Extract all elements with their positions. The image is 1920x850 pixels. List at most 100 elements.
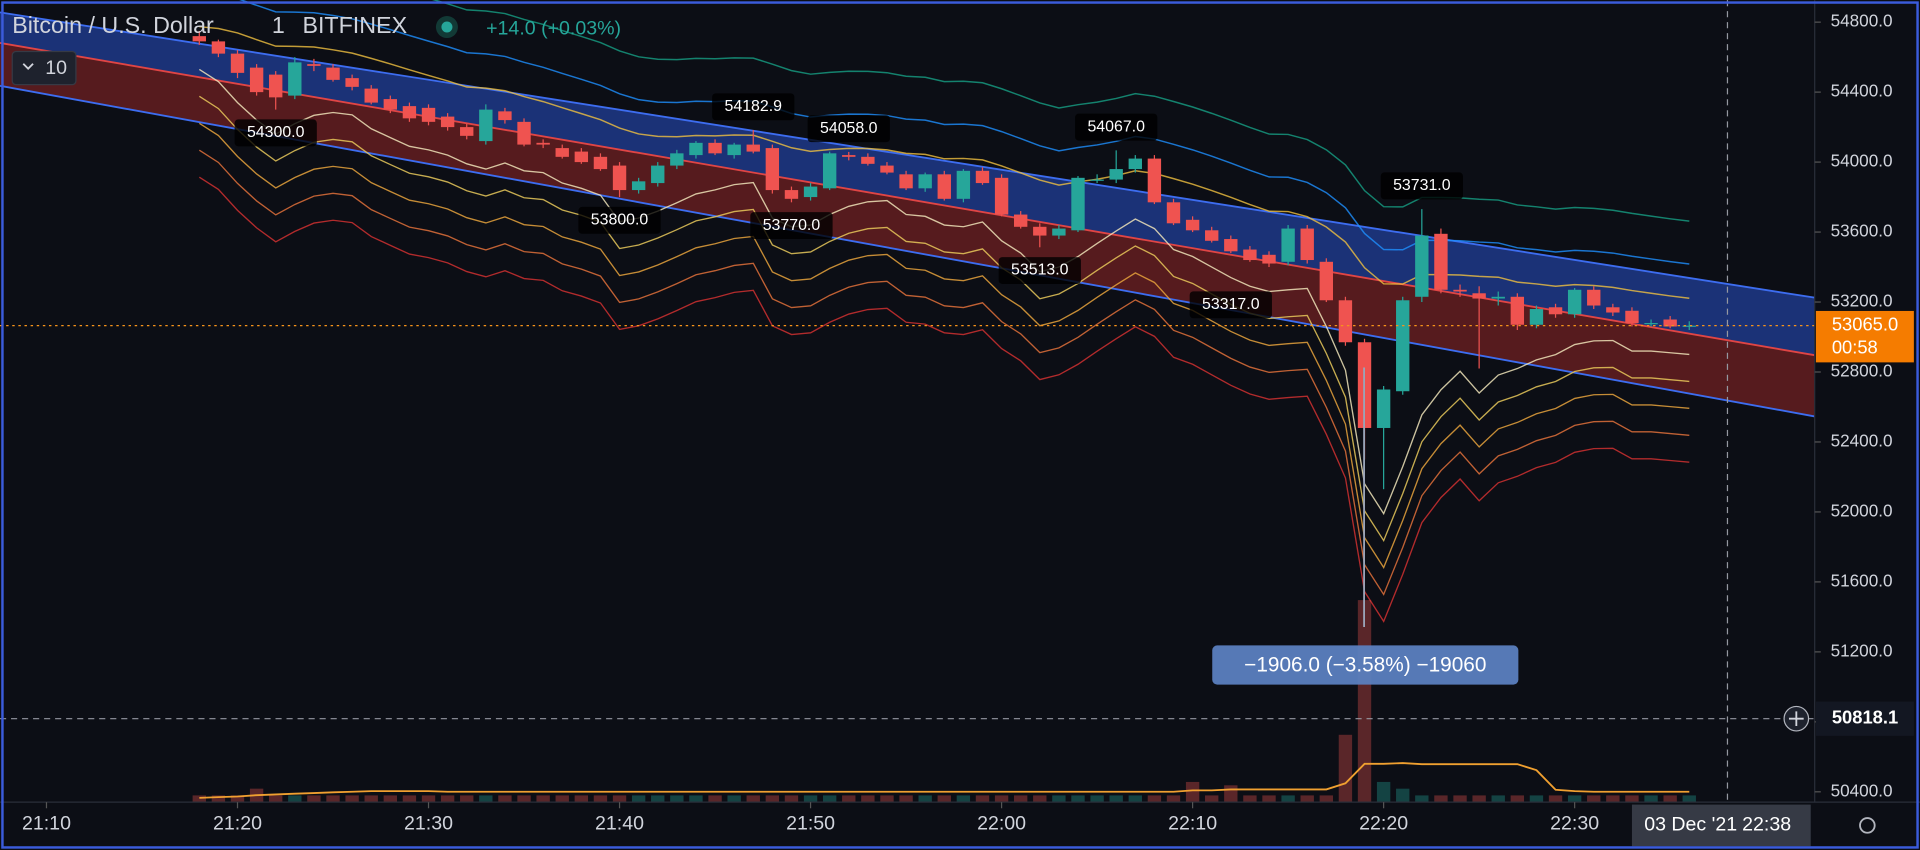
candle-body <box>842 155 856 157</box>
candle-body <box>937 174 951 199</box>
candle-body <box>307 64 321 66</box>
volume-bar <box>670 795 684 803</box>
candle-body <box>784 190 799 199</box>
price-marker-box <box>234 119 317 147</box>
time-axis <box>0 802 1920 850</box>
volume-bar <box>1453 795 1467 803</box>
volume-bar <box>1376 781 1391 803</box>
candle-body <box>1472 293 1486 299</box>
volume-bar <box>1663 795 1677 803</box>
volume-bar <box>1338 734 1353 803</box>
volume-bar <box>574 795 589 803</box>
symbol: Bitcoin / U.S. Dollar <box>12 12 214 38</box>
candle-body <box>1396 300 1410 392</box>
price-marker-label: 54058.0 <box>820 120 878 137</box>
volume-bar <box>1243 795 1257 803</box>
volume-bar <box>1567 795 1582 803</box>
candle-body <box>822 153 837 189</box>
measure-label: −1906.0 (−3.58%) −19060 <box>1244 654 1486 677</box>
volume-bar <box>1357 600 1372 803</box>
candle-body <box>555 148 569 157</box>
volume-bar <box>1185 781 1200 803</box>
candle-body <box>880 165 894 173</box>
envelope-line <box>198 176 1690 623</box>
volume-bar <box>880 795 894 803</box>
price-marker-label: 53731.0 <box>1393 177 1451 194</box>
price-marker-box <box>578 206 661 234</box>
volume-bar <box>612 795 627 803</box>
volume-bar <box>1205 795 1219 803</box>
measure-box <box>1212 645 1519 685</box>
volume-bar <box>1396 788 1410 803</box>
candle-body <box>1606 307 1620 313</box>
channel-line <box>0 11 1815 299</box>
candle-body <box>1415 235 1429 297</box>
volume-bar <box>975 795 990 803</box>
candle-body <box>1109 169 1123 180</box>
volume-bar <box>230 795 245 803</box>
crosshair-price-box <box>1815 701 1914 736</box>
candle-body <box>727 144 741 156</box>
volume-bar <box>421 795 436 803</box>
x-tick-label: 21:20 <box>213 812 262 834</box>
interval: 1 <box>272 12 285 38</box>
candle-body <box>1434 233 1448 290</box>
candle-body <box>918 174 932 189</box>
y-tick-label: 51200.0 <box>1831 640 1893 660</box>
exchange: BITFINEX <box>302 12 407 38</box>
candle-body <box>1376 389 1391 428</box>
price-marker-box <box>998 257 1081 285</box>
volume-bar <box>593 795 608 803</box>
x-tick-label: 21:10 <box>22 812 71 834</box>
candle-body <box>536 142 550 145</box>
candle-body <box>479 109 493 142</box>
volume-bar <box>1587 795 1601 803</box>
y-tick-label: 53200.0 <box>1831 291 1893 311</box>
volume-bar <box>269 795 283 803</box>
candle-body <box>1644 323 1658 325</box>
volume-bar <box>765 795 780 803</box>
candle-body <box>1548 307 1563 315</box>
x-tick-label: 22:30 <box>1550 812 1599 834</box>
candle-body <box>230 53 245 73</box>
axis-layer: 50400.050800.051200.051600.052000.052400… <box>22 11 1914 847</box>
chevron-icon <box>22 63 34 70</box>
volume-bar <box>288 795 302 803</box>
crosshair-price-label: 50818.1 <box>1832 707 1898 728</box>
volume-bar <box>192 795 206 803</box>
candle-body <box>861 156 875 164</box>
last-price-label: 53065.0 <box>1832 313 1898 334</box>
volume-bar <box>383 795 398 803</box>
volume-bar <box>479 795 493 803</box>
indicator-count: 10 <box>45 57 67 79</box>
candle-body <box>402 106 417 119</box>
volume-bar <box>746 795 760 803</box>
plus-icon <box>1788 711 1804 727</box>
indicator-toggle[interactable] <box>11 50 77 86</box>
volume-bar <box>1472 795 1486 803</box>
candle-body <box>1682 325 1696 327</box>
volume-bar <box>1166 795 1181 803</box>
volume-bar <box>918 795 932 803</box>
candle-body <box>1052 228 1066 236</box>
candle-body <box>1587 289 1601 306</box>
candle-body <box>1033 226 1047 236</box>
settings-icon[interactable] <box>1859 817 1876 834</box>
channel-lower <box>0 42 1815 417</box>
price-change: +14.0 (+0.03%) <box>486 18 621 40</box>
candle-body <box>651 165 665 184</box>
volume-bar <box>1147 795 1162 803</box>
candle-body <box>689 142 703 156</box>
candle-body <box>765 148 780 191</box>
envelope-line <box>198 149 1690 596</box>
y-tick-label: 52800.0 <box>1831 361 1893 381</box>
volume-bar <box>1014 795 1028 803</box>
volume-bar <box>364 795 378 803</box>
last-price-box <box>1815 310 1914 363</box>
candle-body <box>1185 219 1200 231</box>
candle-body <box>1338 300 1353 343</box>
y-tick-label: 52400.0 <box>1831 430 1893 450</box>
candle-body <box>1491 296 1505 299</box>
candle-body <box>326 67 340 80</box>
